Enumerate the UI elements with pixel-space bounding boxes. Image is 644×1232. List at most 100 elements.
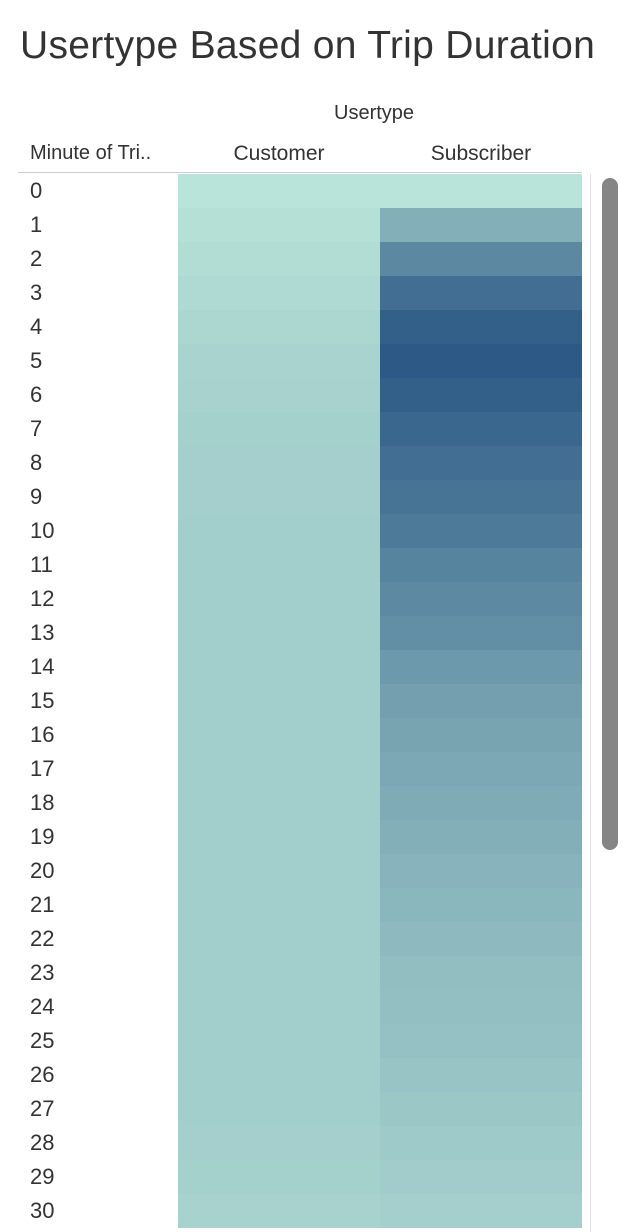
heatmap-cell-subscriber-8[interactable] [380,446,582,480]
heatmap-cell-subscriber-9[interactable] [380,480,582,514]
heatmap-cell-subscriber-5[interactable] [380,344,582,378]
heatmap-cell-subscriber-13[interactable] [380,616,582,650]
row-label-16: 16 [30,722,54,747]
row-label-22: 22 [30,926,54,951]
scrollbar-track[interactable] [590,174,591,1232]
heatmap-cell-subscriber-21[interactable] [380,888,582,922]
heatmap-cell-subscriber-23[interactable] [380,956,582,990]
heatmap-cell-subscriber-16[interactable] [380,718,582,752]
heatmap-cell-customer-13[interactable] [178,616,380,650]
heatmap-cell-subscriber-7[interactable] [380,412,582,446]
row-label-6: 6 [30,382,42,407]
heatmap-cell-customer-7[interactable] [178,412,380,446]
heatmap-cell-customer-12[interactable] [178,582,380,616]
heatmap-cell-customer-6[interactable] [178,378,380,412]
row-label-3: 3 [30,280,42,305]
heatmap-cell-customer-8[interactable] [178,446,380,480]
heatmap-cell-customer-5[interactable] [178,344,380,378]
row-label-13: 13 [30,620,54,645]
column-header-customer[interactable]: Customer [233,142,325,165]
heatmap-cell-customer-16[interactable] [178,718,380,752]
heatmap-cell-subscriber-18[interactable] [380,786,582,820]
heatmap-cell-customer-19[interactable] [178,820,380,854]
heatmap-cell-subscriber-19[interactable] [380,820,582,854]
row-label-7: 7 [30,416,42,441]
row-label-17: 17 [30,756,54,781]
heatmap-cell-subscriber-25[interactable] [380,1024,582,1058]
heatmap-cell-subscriber-15[interactable] [380,684,582,718]
row-label-0: 0 [30,178,42,203]
heatmap-cell-customer-28[interactable] [178,1126,380,1160]
heatmap-cell-customer-21[interactable] [178,888,380,922]
heatmap-cell-customer-9[interactable] [178,480,380,514]
heatmap-cell-subscriber-6[interactable] [380,378,582,412]
heatmap-cell-customer-10[interactable] [178,514,380,548]
row-label-8: 8 [30,450,42,475]
column-group-label: Usertype [334,102,415,124]
row-label-12: 12 [30,586,54,611]
heatmap-cell-subscriber-3[interactable] [380,276,582,310]
heatmap-cell-subscriber-14[interactable] [380,650,582,684]
heatmap-cell-subscriber-12[interactable] [380,582,582,616]
heatmap-cell-subscriber-22[interactable] [380,922,582,956]
heatmap-cell-customer-14[interactable] [178,650,380,684]
row-label-9: 9 [30,484,42,509]
header-divider [18,172,582,173]
row-label-4: 4 [30,314,42,339]
scrollbar-thumb[interactable] [602,178,618,850]
heatmap-cell-customer-20[interactable] [178,854,380,888]
heatmap-cell-customer-23[interactable] [178,956,380,990]
heatmap-cell-subscriber-2[interactable] [380,242,582,276]
heatmap-cell-subscriber-30[interactable] [380,1194,582,1228]
row-label-21: 21 [30,892,54,917]
heatmap-cell-customer-3[interactable] [178,276,380,310]
row-label-24: 24 [30,994,54,1019]
heatmap-cell-subscriber-4[interactable] [380,310,582,344]
heatmap-cell-customer-18[interactable] [178,786,380,820]
heatmap-cell-subscriber-20[interactable] [380,854,582,888]
heatmap-cell-subscriber-24[interactable] [380,990,582,1024]
row-label-2: 2 [30,246,42,271]
heatmap-cell-subscriber-17[interactable] [380,752,582,786]
heatmap-cell-subscriber-0[interactable] [380,174,582,208]
heatmap-cell-customer-0[interactable] [178,174,380,208]
heatmap-cell-customer-25[interactable] [178,1024,380,1058]
row-label-15: 15 [30,688,54,713]
row-label-23: 23 [30,960,54,985]
row-label-14: 14 [30,654,54,679]
chart-title: Usertype Based on Trip Duration [20,24,596,67]
row-label-10: 10 [30,518,54,543]
row-label-27: 27 [30,1096,54,1121]
heatmap-cell-customer-26[interactable] [178,1058,380,1092]
heatmap-cell-customer-4[interactable] [178,310,380,344]
row-label-18: 18 [30,790,54,815]
heatmap-cell-customer-22[interactable] [178,922,380,956]
column-header-subscriber[interactable]: Subscriber [430,142,532,165]
row-label-30: 30 [30,1198,54,1223]
row-label-5: 5 [30,348,42,373]
heatmap-cell-customer-27[interactable] [178,1092,380,1126]
row-label-11: 11 [30,552,53,577]
heatmap-cell-customer-17[interactable] [178,752,380,786]
heatmap-cell-subscriber-1[interactable] [380,208,582,242]
row-label-28: 28 [30,1130,54,1155]
heatmap-cell-customer-29[interactable] [178,1160,380,1194]
heatmap-cell-subscriber-10[interactable] [380,514,582,548]
heatmap-cell-subscriber-11[interactable] [380,548,582,582]
heatmap-cell-subscriber-28[interactable] [380,1126,582,1160]
heatmap-cell-customer-15[interactable] [178,684,380,718]
heatmap-cell-customer-1[interactable] [178,208,380,242]
row-label-26: 26 [30,1062,54,1087]
row-label-20: 20 [30,858,54,883]
heatmap-cell-subscriber-27[interactable] [380,1092,582,1126]
heatmap-cell-customer-30[interactable] [178,1194,380,1228]
row-header-minute-of-trip[interactable]: Minute of Tri.. [30,142,152,164]
heatmap-cell-customer-11[interactable] [178,548,380,582]
row-label-1: 1 [30,212,42,237]
heatmap-cell-customer-24[interactable] [178,990,380,1024]
heatmap-cell-customer-2[interactable] [178,242,380,276]
row-label-25: 25 [30,1028,54,1053]
row-label-19: 19 [30,824,54,849]
heatmap-cell-subscriber-29[interactable] [380,1160,582,1194]
heatmap-cell-subscriber-26[interactable] [380,1058,582,1092]
